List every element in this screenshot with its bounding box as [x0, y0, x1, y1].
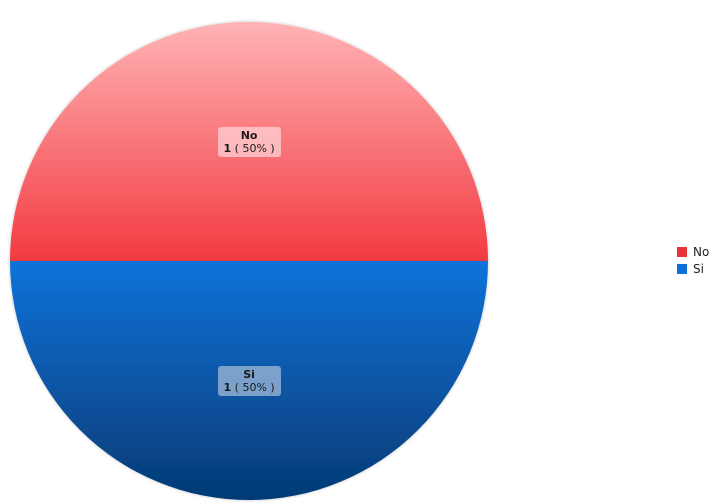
legend-label-si: Si: [693, 261, 704, 276]
slice-label-percent: ( 50% ): [231, 380, 275, 394]
chart-legend: No Si: [677, 243, 709, 277]
slice-label-name: No: [240, 128, 258, 142]
legend-item-si[interactable]: Si: [677, 260, 709, 277]
legend-swatch-no: [677, 246, 687, 257]
slice-label-value: 1: [223, 141, 232, 155]
slice-label-name: Si: [243, 367, 255, 381]
legend-label-no: No: [693, 244, 710, 259]
slice-label-percent: ( 50% ): [231, 141, 275, 155]
slice-label-value: 1: [223, 380, 232, 394]
slice-data-label-si: Si 1 ( 50% ): [217, 365, 281, 396]
legend-item-no[interactable]: No: [677, 243, 709, 260]
slice-data-label-no: No 1 ( 50% ): [217, 126, 281, 157]
legend-swatch-si: [677, 263, 687, 274]
